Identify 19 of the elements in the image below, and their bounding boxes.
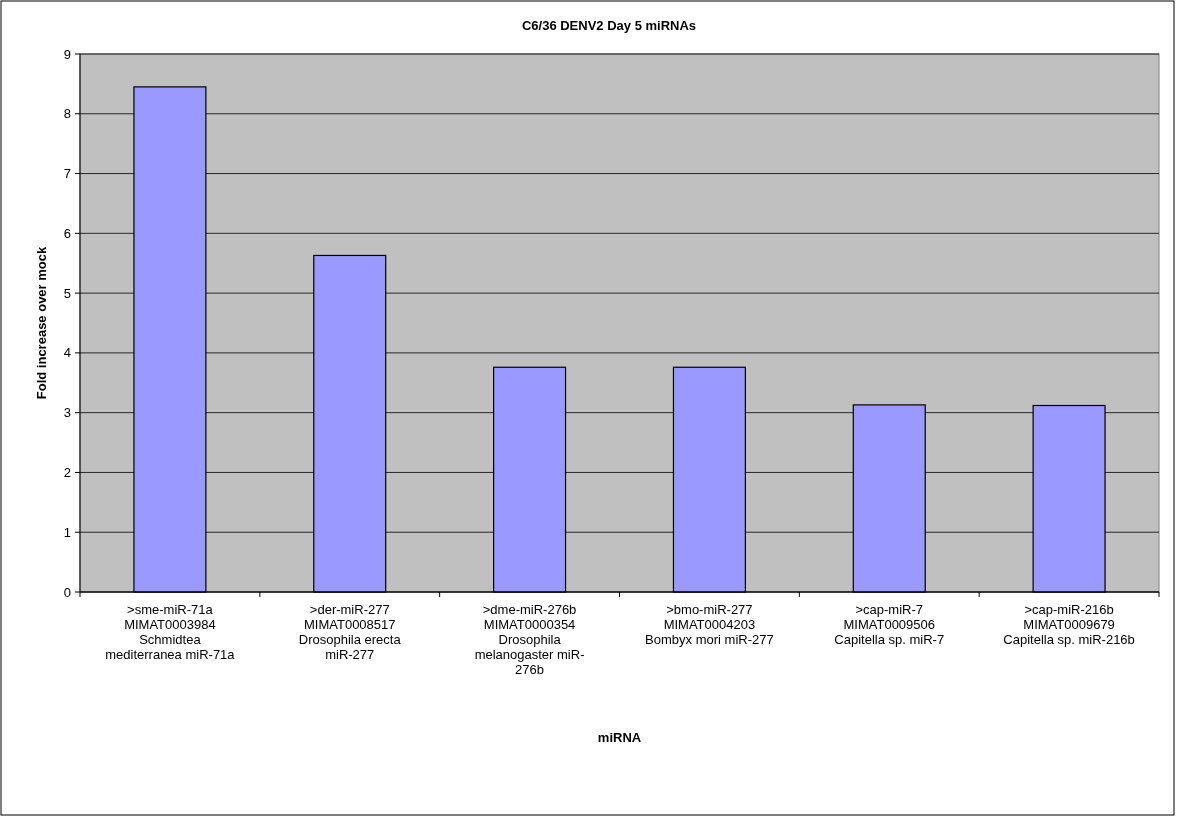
x-tick-label: >dme-miR-276b MIMAT0000354 Drosophila melanogaster miR- 276b bbox=[474, 602, 585, 677]
x-tick-label: >cap-miR-7 MIMAT0009506 Capitella sp. miR-7 bbox=[834, 602, 945, 647]
y-tick-label: 7 bbox=[63, 166, 71, 182]
x-tick-label: >sme-miR-71a MIMAT0003984 Schmidtea mediterranea miR-71a bbox=[105, 602, 236, 662]
x-tick-label: >bmo-miR-277 MIMAT0004203 Bombyx mori miR-277 bbox=[645, 602, 774, 647]
chart-title: C6/36 DENV2 Day 5 miRNAs bbox=[521, 18, 697, 33]
x-tick-label: >der-miR-277 MIMAT0008517 Drosophila erecta miR-277 bbox=[298, 602, 402, 662]
x-tick-label: >cap-miR-216b MIMAT0009679 Capitella sp. miR-216b bbox=[1003, 602, 1135, 647]
y-tick-label: 3 bbox=[63, 405, 71, 421]
y-axis-title: Fold increase over mock bbox=[34, 246, 49, 400]
y-tick-label: 2 bbox=[63, 464, 71, 480]
y-tick-label: 4 bbox=[63, 345, 71, 361]
y-tick-label: 6 bbox=[63, 225, 71, 241]
y-tick-label: 1 bbox=[63, 524, 71, 540]
y-tick-label: 8 bbox=[63, 106, 71, 122]
y-tick-label: 9 bbox=[63, 46, 71, 62]
y-tick-label: 5 bbox=[63, 285, 71, 301]
y-tick-label: 0 bbox=[63, 584, 71, 600]
x-axis-title: miRNA bbox=[597, 730, 642, 745]
